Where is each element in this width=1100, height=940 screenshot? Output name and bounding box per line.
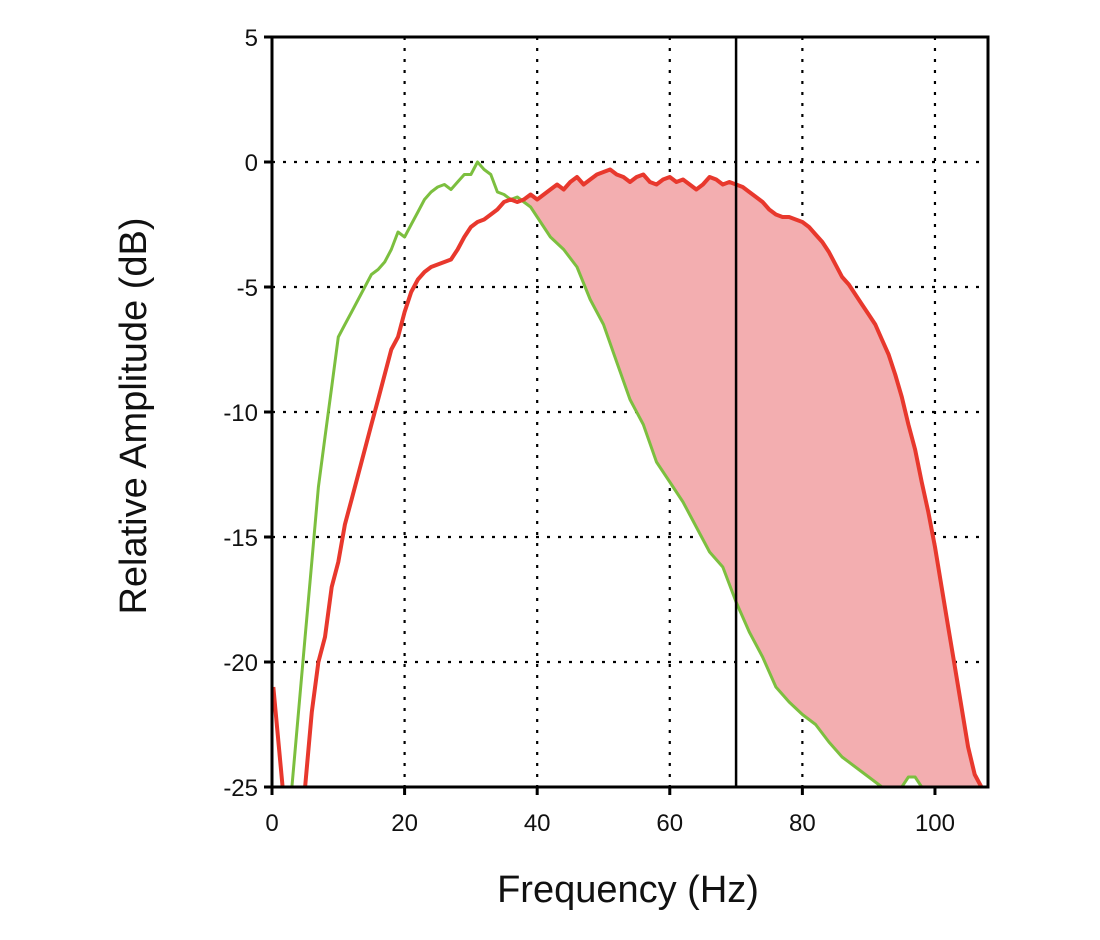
y-tick-label: 5	[245, 25, 258, 52]
fill-layer	[514, 169, 982, 787]
x-tick-label: 100	[915, 810, 955, 837]
x-axis-title: Frequency (Hz)	[497, 869, 759, 911]
y-tick-label: -15	[223, 525, 258, 552]
difference-fill	[514, 169, 982, 787]
y-ticks: 5 0 -5 -10 -15 -20 -25	[223, 25, 272, 802]
y-axis-title: Relative Amplitude (dB)	[113, 217, 155, 614]
series-line-1	[290, 160, 923, 789]
y-tick-label: -20	[223, 650, 258, 677]
y-tick-label: -10	[223, 400, 258, 427]
series-layer	[271, 160, 984, 789]
series-line-2-origin-spike	[271, 686, 285, 788]
y-tick-label: -25	[223, 775, 258, 802]
x-tick-label: 20	[391, 810, 418, 837]
x-ticks: 0 20 40 60 80 100	[265, 787, 955, 837]
x-tick-label: 80	[789, 810, 816, 837]
x-tick-label: 60	[656, 810, 683, 837]
x-tick-label: 0	[265, 810, 278, 837]
y-tick-label: -5	[237, 275, 258, 302]
y-tick-label: 0	[245, 150, 258, 177]
x-tick-label: 40	[524, 810, 551, 837]
series-line-2	[303, 167, 984, 788]
